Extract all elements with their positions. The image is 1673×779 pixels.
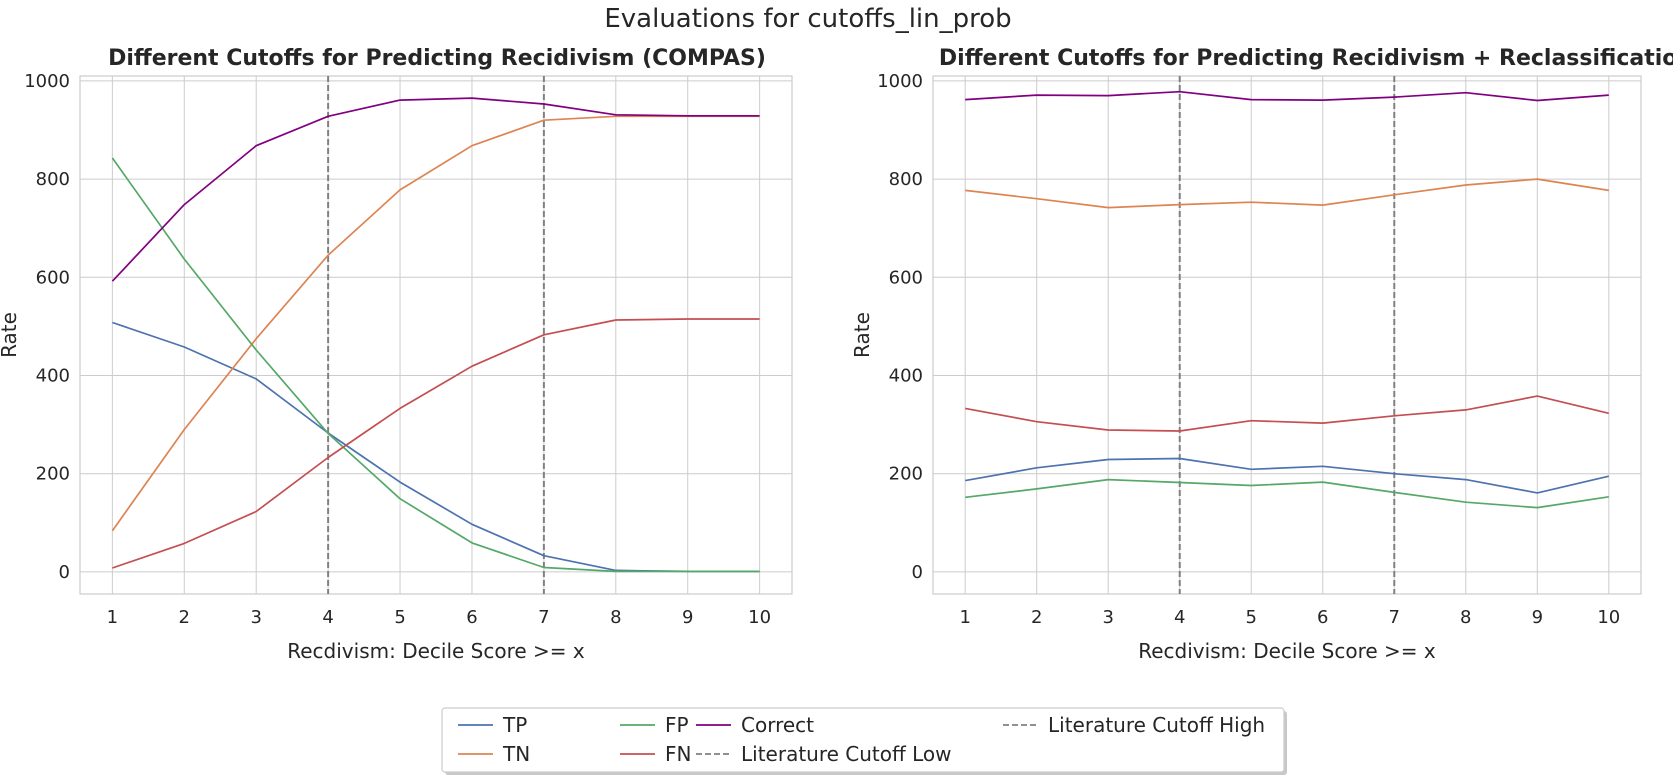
x-tick-label: 7 bbox=[538, 607, 549, 628]
x-tick-label: 6 bbox=[1317, 607, 1328, 628]
y-tick-label: 400 bbox=[36, 366, 70, 387]
y-tick-label: 600 bbox=[36, 267, 70, 288]
y-tick-label: 1000 bbox=[877, 71, 923, 92]
series-line-fp bbox=[965, 478, 1609, 509]
x-tick-label: 2 bbox=[1031, 607, 1042, 628]
chart-left: 1 2 3 4 5 6 7 8 9 10 0 200 400 600 800 1000 Different Cu… bbox=[0, 46, 793, 663]
series-line-tp bbox=[965, 457, 1609, 494]
x-tick-label: 3 bbox=[250, 607, 261, 628]
y-tick-label: 200 bbox=[36, 464, 70, 485]
series-line-tp bbox=[112, 321, 760, 573]
chart-title: Different Cutoffs for Predicting Recidiv… bbox=[939, 46, 1673, 71]
series-line-fn bbox=[965, 395, 1609, 432]
x-tick-label: 5 bbox=[394, 607, 405, 628]
x-tick-label: 8 bbox=[610, 607, 621, 628]
y-tick-label: 400 bbox=[889, 366, 923, 387]
legend-label: TP bbox=[502, 713, 527, 737]
y-tick-label: 0 bbox=[59, 562, 70, 583]
x-tick-label: 8 bbox=[1460, 607, 1471, 628]
series-line-tn bbox=[965, 178, 1609, 209]
series-line-tn bbox=[111, 115, 760, 532]
x-tick-label: 7 bbox=[1389, 607, 1400, 628]
series-line-fn bbox=[112, 318, 760, 569]
x-tick-label: 4 bbox=[1174, 607, 1185, 628]
legend-label: TN bbox=[502, 742, 530, 766]
x-tick-label: 10 bbox=[1597, 607, 1620, 628]
x-tick-label: 5 bbox=[1246, 607, 1257, 628]
y-tick-label: 800 bbox=[889, 169, 923, 190]
x-tick-label: 1 bbox=[959, 607, 970, 628]
x-tick-label: 2 bbox=[179, 607, 190, 628]
legend: TP TN FP FN Correct Literature Cutoff Low Lite… bbox=[441, 707, 1287, 775]
series-line-correct bbox=[111, 97, 760, 282]
y-axis-label: Rate bbox=[0, 312, 21, 358]
x-tick-label: 1 bbox=[107, 607, 118, 628]
legend-box bbox=[441, 707, 1285, 773]
y-tick-label: 1000 bbox=[24, 71, 70, 92]
y-tick-label: 600 bbox=[889, 267, 923, 288]
legend-label: Literature Cutoff High bbox=[1048, 713, 1265, 737]
series-line-fp bbox=[111, 157, 760, 573]
x-axis-label: Recdivism: Decile Score >= x bbox=[287, 639, 585, 663]
x-tick-label: 9 bbox=[682, 607, 693, 628]
y-tick-label: 800 bbox=[36, 169, 70, 190]
legend-label: FP bbox=[665, 713, 689, 737]
x-tick-label: 9 bbox=[1532, 607, 1543, 628]
figure-suptitle: Evaluations for cutoffs_lin_prob bbox=[604, 4, 1011, 34]
axes-frame bbox=[79, 75, 793, 595]
axes-frame bbox=[932, 75, 1642, 595]
chart-right: 1 2 3 4 5 6 7 8 9 10 0 200 400 600 800 1000 Different Cu… bbox=[850, 46, 1673, 663]
legend-label: Literature Cutoff Low bbox=[741, 742, 952, 766]
x-tick-label: 6 bbox=[466, 607, 477, 628]
chart-title: Different Cutoffs for Predicting Recidiv… bbox=[108, 46, 766, 71]
y-tick-label: 0 bbox=[912, 562, 923, 583]
series-line-correct bbox=[965, 90, 1609, 102]
y-axis-label: Rate bbox=[850, 312, 874, 358]
x-tick-label: 3 bbox=[1102, 607, 1113, 628]
x-tick-label: 4 bbox=[322, 607, 333, 628]
legend-label: FN bbox=[665, 742, 691, 766]
y-tick-label: 200 bbox=[889, 464, 923, 485]
x-axis-label: Recdivism: Decile Score >= x bbox=[1138, 639, 1436, 663]
x-tick-label: 10 bbox=[748, 607, 771, 628]
legend-label: Correct bbox=[741, 713, 814, 737]
